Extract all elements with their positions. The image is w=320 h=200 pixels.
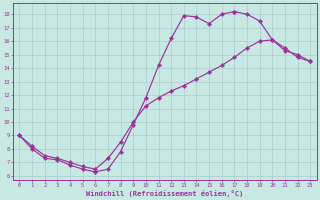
X-axis label: Windchill (Refroidissement éolien,°C): Windchill (Refroidissement éolien,°C)	[86, 190, 244, 197]
